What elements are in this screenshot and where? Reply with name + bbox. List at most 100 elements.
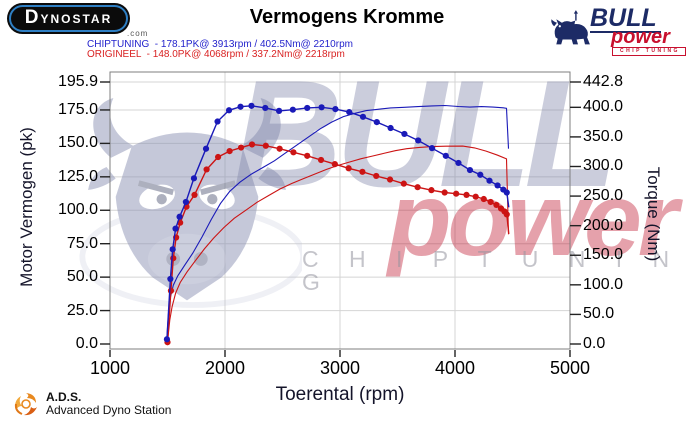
- marker-origineel-torque: [164, 339, 171, 346]
- marker-chiptuning-torque: [486, 177, 493, 184]
- plot-frame: [109, 71, 571, 350]
- bullpower-logo: BULL power CHIP TUNING: [550, 3, 692, 56]
- legend: CHIPTUNING - 178.1PK@ 3913rpm / 402.5Nm@…: [87, 40, 417, 60]
- marker-origineel-torque: [501, 208, 508, 215]
- watermark-power-text: power: [388, 162, 678, 278]
- marker-origineel-torque: [170, 255, 177, 262]
- marker-origineel-torque: [304, 152, 311, 159]
- dynostar-wordmark: DYNOSTAR: [24, 7, 113, 28]
- marker-origineel-torque: [173, 234, 180, 241]
- series-origineel-torque: [166, 143, 510, 343]
- marker-chiptuning-torque: [262, 104, 269, 112]
- ads-abbreviation: A.D.S.: [46, 390, 82, 404]
- right-tick-label: 100.0: [583, 275, 624, 293]
- marker-chiptuning-torque: [477, 171, 484, 178]
- marker-chiptuning-torque: [442, 152, 449, 159]
- marker-origineel-torque: [493, 201, 500, 209]
- right-tick-label: 150.0: [583, 246, 624, 264]
- marker-origineel-torque: [262, 142, 269, 149]
- marker-chiptuning-torque: [202, 145, 210, 152]
- marker-origineel-torque: [226, 148, 233, 155]
- marker-origineel-torque: [317, 156, 325, 164]
- right-tick-label: 250.0: [583, 187, 624, 205]
- left-tick-label: 195.9: [57, 73, 98, 90]
- legend-origineel: ORIGINEEL - 148.0PK@ 4068rpm / 337.2Nm@ …: [87, 49, 345, 60]
- series-origineel-power: [166, 145, 510, 343]
- page-title: Vermogens Kromme: [249, 6, 445, 28]
- marker-chiptuning-torque: [176, 213, 183, 220]
- x-tick-label: 5000: [549, 358, 591, 378]
- marker-origineel-torque: [248, 141, 256, 148]
- marker-origineel-torque: [167, 287, 175, 294]
- left-tick-label: 150.0: [57, 134, 98, 152]
- marker-origineel-torque: [359, 168, 366, 175]
- marker-chiptuning-torque: [172, 225, 179, 232]
- marker-chiptuning-torque: [455, 159, 462, 167]
- marker-origineel-torque: [487, 198, 494, 206]
- marker-chiptuning-torque: [466, 166, 474, 174]
- left-tick-label: 125.0: [57, 167, 98, 185]
- bull-icon: [551, 10, 590, 45]
- right-tick-label: 0.0: [583, 335, 606, 352]
- x-axis-title: Toerental (rpm): [275, 384, 405, 405]
- marker-chiptuning-torque: [163, 336, 171, 343]
- dynostar-pill: DYNOSTAR: [9, 5, 128, 32]
- marker-chiptuning-torque: [304, 104, 311, 112]
- marker-origineel-torque: [441, 189, 448, 196]
- x-tick-label: 2000: [204, 358, 246, 378]
- left-axis-title: Motor Vermogen (pk): [17, 127, 36, 287]
- bullpower-power-text: power: [611, 26, 670, 48]
- ads-swirl-icon: [14, 393, 37, 416]
- left-tick-label: 175.0: [57, 100, 98, 118]
- marker-chiptuning-torque: [182, 198, 189, 206]
- marker-chiptuning-torque: [248, 102, 255, 109]
- marker-origineel-torque: [472, 193, 479, 200]
- marker-chiptuning-torque: [167, 275, 174, 283]
- marker-chiptuning-torque: [190, 175, 198, 182]
- series-chiptuning-power: [166, 104, 510, 342]
- marker-origineel-torque: [203, 166, 210, 173]
- marker-chiptuning-torque: [401, 130, 408, 138]
- right-tick-label: 400.0: [583, 98, 624, 116]
- marker-chiptuning-torque: [332, 105, 339, 113]
- marker-chiptuning-torque: [318, 104, 325, 111]
- bullpower-chiptuning-text: CHIP TUNING: [612, 47, 686, 56]
- right-tick-label: 50.0: [583, 305, 615, 323]
- right-tick-label: 200.0: [583, 216, 624, 234]
- dynostar-dotcom: .com: [127, 29, 149, 38]
- marker-chiptuning-torque: [387, 124, 394, 132]
- marker-chiptuning-torque: [428, 145, 436, 152]
- watermark-bull-text: BULL: [233, 49, 617, 219]
- marker-chiptuning-torque: [373, 119, 380, 126]
- marker-chiptuning-torque: [503, 189, 510, 196]
- marker-origineel-torque: [453, 190, 460, 197]
- marker-origineel-torque: [400, 180, 407, 187]
- marker-chiptuning-torque: [275, 107, 283, 114]
- marker-origineel-torque: [290, 149, 297, 156]
- marker-origineel-torque: [183, 203, 190, 210]
- bullpower-bull-text: BULL: [590, 6, 661, 33]
- watermark-chiptuning-text: C H I P T U N I N G: [302, 246, 682, 295]
- marker-origineel-torque: [373, 172, 380, 180]
- marker-chiptuning-torque: [415, 137, 422, 144]
- series-chiptuning-torque: [166, 105, 510, 340]
- left-tick-label: 25.0: [66, 301, 98, 319]
- marker-chiptuning-torque: [225, 107, 233, 114]
- marker-origineel-torque: [463, 191, 470, 198]
- marker-chiptuning-torque: [359, 113, 367, 120]
- marker-origineel-torque: [414, 184, 421, 191]
- marker-origineel-torque: [480, 195, 487, 203]
- right-axis-title: Torque (Nm): [644, 166, 663, 262]
- marker-chiptuning-torque: [214, 118, 221, 125]
- left-tick-label: 50.0: [66, 268, 98, 286]
- marker-origineel-torque: [276, 145, 283, 152]
- marker-chiptuning-torque: [289, 106, 296, 113]
- marker-origineel-torque: [177, 219, 184, 226]
- x-tick-label: 3000: [319, 358, 361, 378]
- left-tick-label: 100.0: [57, 201, 98, 219]
